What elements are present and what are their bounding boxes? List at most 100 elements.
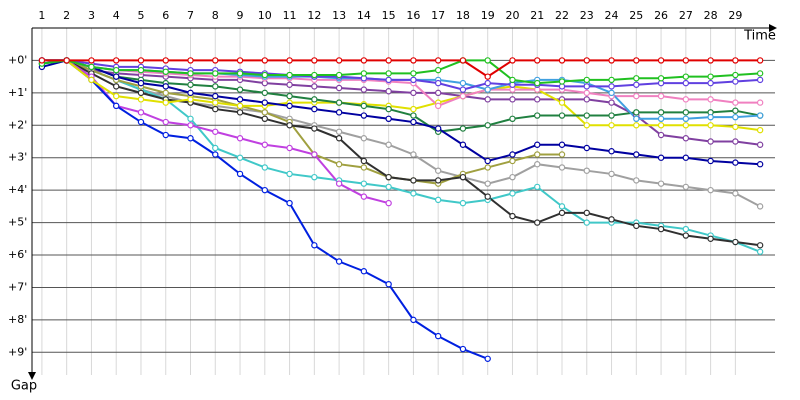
data-point xyxy=(434,89,442,97)
data-point xyxy=(88,63,95,71)
x-tick-label: 13 xyxy=(332,9,346,22)
data-point xyxy=(732,138,739,145)
data-point xyxy=(162,131,169,139)
data-point xyxy=(137,66,145,74)
data-point xyxy=(484,86,491,93)
data-point xyxy=(187,57,194,64)
data-point xyxy=(335,109,343,116)
data-point xyxy=(707,73,714,80)
x-tick-label: 28 xyxy=(704,9,718,22)
data-point xyxy=(583,83,590,90)
data-point xyxy=(286,144,293,152)
data-point xyxy=(286,170,293,178)
data-point xyxy=(261,89,269,97)
data-point xyxy=(558,203,566,210)
data-point xyxy=(236,70,244,77)
data-point xyxy=(707,157,714,165)
data-point xyxy=(509,157,516,165)
data-point xyxy=(657,154,665,161)
data-point xyxy=(187,122,194,129)
x-tick-label: 21 xyxy=(530,9,544,22)
series-line xyxy=(41,59,761,107)
x-tick-label: 11 xyxy=(283,9,297,22)
data-point xyxy=(583,57,590,64)
data-point xyxy=(732,113,739,121)
data-point xyxy=(410,151,417,158)
data-point xyxy=(756,161,764,168)
x-tick-label: 1 xyxy=(38,9,45,22)
data-point xyxy=(360,57,368,64)
data-point xyxy=(410,177,417,184)
data-point xyxy=(137,57,145,64)
data-point xyxy=(261,71,269,79)
data-point xyxy=(385,115,392,123)
data-point xyxy=(459,199,467,207)
data-point xyxy=(707,57,714,64)
data-point xyxy=(756,203,764,210)
data-point xyxy=(484,122,491,129)
y-tick-label: +4' xyxy=(8,183,27,196)
data-point xyxy=(484,193,491,200)
data-point xyxy=(187,70,194,77)
data-point xyxy=(335,57,343,64)
data-point xyxy=(410,70,417,77)
data-point xyxy=(682,122,690,129)
data-point xyxy=(410,57,417,64)
series-line xyxy=(41,59,761,208)
data-point xyxy=(509,173,516,181)
data-point xyxy=(385,70,392,77)
data-point xyxy=(236,154,244,161)
data-point xyxy=(113,83,120,90)
data-point xyxy=(335,128,343,135)
data-point xyxy=(558,57,566,64)
y-tick-label: +3' xyxy=(8,151,27,164)
data-point xyxy=(583,122,590,129)
data-point xyxy=(236,102,244,110)
data-point xyxy=(459,125,467,132)
data-point xyxy=(286,57,293,64)
data-point xyxy=(286,199,293,207)
data-point xyxy=(212,83,219,90)
data-point xyxy=(261,99,269,106)
data-point xyxy=(583,112,590,119)
x-tick-label: 26 xyxy=(654,9,668,22)
x-tick-label: 23 xyxy=(580,9,594,22)
data-point xyxy=(137,79,145,87)
data-point xyxy=(187,96,194,103)
data-point xyxy=(88,76,95,84)
data-point xyxy=(657,225,665,233)
data-point xyxy=(558,209,566,217)
data-point xyxy=(583,209,590,217)
data-point xyxy=(534,161,541,168)
data-point xyxy=(484,79,491,87)
series-line xyxy=(41,59,761,247)
data-point xyxy=(88,57,95,64)
data-point xyxy=(657,109,665,116)
y-tick-label: +7' xyxy=(8,280,27,293)
data-point xyxy=(261,141,269,148)
data-point xyxy=(633,92,640,100)
data-point xyxy=(410,112,417,119)
data-point xyxy=(707,122,714,129)
data-point xyxy=(558,112,566,119)
data-point xyxy=(236,170,244,178)
data-point xyxy=(360,268,368,275)
data-point xyxy=(459,345,467,353)
data-point xyxy=(311,125,318,132)
data-point xyxy=(311,57,318,64)
x-tick-label: 16 xyxy=(406,9,420,22)
data-point xyxy=(682,135,690,142)
series-line xyxy=(41,59,761,78)
data-point xyxy=(360,112,368,119)
data-point xyxy=(187,115,194,123)
data-point xyxy=(682,73,690,80)
data-point xyxy=(360,70,368,77)
data-point xyxy=(335,84,343,92)
data-point xyxy=(509,212,516,220)
data-point xyxy=(756,57,764,64)
data-point xyxy=(484,73,491,80)
data-point xyxy=(385,183,392,191)
x-tick-label: 8 xyxy=(212,9,219,22)
data-point xyxy=(534,57,541,64)
y-tick-label: +9' xyxy=(8,345,27,358)
